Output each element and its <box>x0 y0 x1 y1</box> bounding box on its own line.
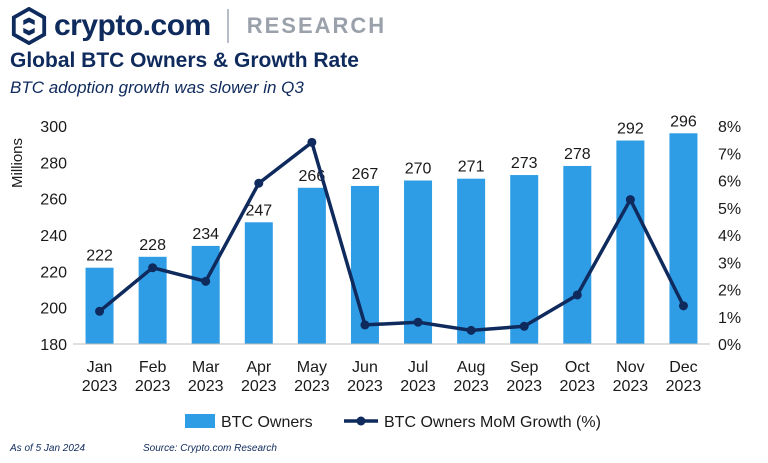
growth-point <box>413 317 423 327</box>
bar-value-label: 266 <box>299 168 326 185</box>
x-tick-label-year: 2023 <box>559 378 595 395</box>
x-tick-label-month: Apr <box>246 359 272 376</box>
bar-value-label: 247 <box>245 202 272 219</box>
crypto-com-logo-icon <box>11 7 47 45</box>
y2-tick-label: 6% <box>718 174 741 191</box>
y-tick-label: 180 <box>40 337 67 354</box>
source-note: Source: Crypto.com Research <box>143 443 277 454</box>
x-tick-label-month: Jan <box>87 359 113 376</box>
legend-line-label: BTC Owners MoM Growth (%) <box>384 414 601 431</box>
growth-point <box>307 137 317 147</box>
header-divider <box>226 9 229 43</box>
x-tick-label-month: Dec <box>669 359 697 376</box>
bar <box>350 185 379 344</box>
bar <box>669 133 698 344</box>
bar-value-label: 296 <box>670 113 697 130</box>
growth-point <box>572 290 582 300</box>
y-tick-label: 300 <box>40 119 67 136</box>
x-tick-label-year: 2023 <box>82 378 118 395</box>
x-tick-label-year: 2023 <box>241 378 277 395</box>
as-of-date: As of 5 Jan 2024 <box>10 443 86 454</box>
bar <box>404 180 433 344</box>
x-tick-label-year: 2023 <box>613 378 649 395</box>
growth-point <box>254 178 264 188</box>
y-tick-label: 240 <box>40 228 67 245</box>
bar <box>616 140 645 344</box>
y2-tick-label: 5% <box>718 201 741 218</box>
x-tick-label-month: May <box>297 359 327 376</box>
growth-point <box>148 263 158 273</box>
y-tick-label: 200 <box>40 301 67 318</box>
bar-value-label: 271 <box>458 159 485 176</box>
x-tick-label-month: Jul <box>408 359 428 376</box>
header: crypto.com RESEARCH <box>10 6 386 46</box>
y-axis-label: Millions <box>9 138 26 188</box>
growth-line <box>98 140 686 333</box>
growth-point <box>625 195 635 205</box>
chart-subtitle: BTC adoption growth was slower in Q3 <box>10 78 304 97</box>
x-tick-label-year: 2023 <box>666 378 702 395</box>
y-tick-label: 220 <box>40 264 67 281</box>
bar-value-label: 270 <box>405 161 432 178</box>
bar <box>510 175 539 344</box>
bar-value-label: 228 <box>139 237 166 254</box>
y2-tick-label: 3% <box>718 255 741 272</box>
x-tick-label-month: Jun <box>352 359 378 376</box>
legend-line-marker <box>356 416 366 426</box>
x-tick-label-year: 2023 <box>453 378 489 395</box>
growth-point <box>95 306 105 316</box>
x-tick-label-month: Mar <box>192 359 220 376</box>
research-label: RESEARCH <box>246 13 387 38</box>
y2-tick-label: 1% <box>718 310 741 327</box>
growth-point <box>201 276 211 286</box>
legend-bar-swatch <box>185 414 215 428</box>
y2-tick-label: 4% <box>718 228 741 245</box>
brand-name: crypto.com <box>54 9 211 42</box>
bar-value-label: 292 <box>617 121 644 138</box>
x-tick-label-year: 2023 <box>506 378 542 395</box>
growth-point <box>360 320 370 330</box>
bar <box>244 222 273 344</box>
x-tick-label-year: 2023 <box>135 378 171 395</box>
x-tick-label-year: 2023 <box>400 378 436 395</box>
bar-value-label: 234 <box>192 226 219 243</box>
chart-title: Global BTC Owners & Growth Rate <box>10 49 359 72</box>
bar <box>297 187 326 344</box>
x-tick-label-year: 2023 <box>188 378 224 395</box>
legend-bar-label: BTC Owners <box>221 414 313 431</box>
x-tick-label-year: 2023 <box>347 378 383 395</box>
y-tick-label: 260 <box>40 192 67 209</box>
bar-value-label: 273 <box>511 155 538 172</box>
x-tick-label-month: Sep <box>510 359 539 376</box>
y-tick-label: 280 <box>40 155 67 172</box>
growth-point <box>519 321 529 331</box>
bar-value-label: 222 <box>86 248 113 265</box>
x-tick-label-month: Aug <box>457 359 485 376</box>
y2-tick-label: 0% <box>718 337 741 354</box>
x-tick-label-month: Oct <box>565 359 590 376</box>
bar <box>457 178 486 344</box>
growth-point <box>466 325 476 335</box>
x-tick-label-year: 2023 <box>294 378 330 395</box>
y2-tick-label: 7% <box>718 146 741 163</box>
x-tick-label-month: Nov <box>616 359 644 376</box>
x-tick-label-month: Feb <box>139 359 167 376</box>
bar-value-label: 267 <box>352 166 379 183</box>
bar-value-label: 278 <box>564 146 591 163</box>
bar <box>85 267 114 344</box>
y2-tick-label: 2% <box>718 283 741 300</box>
growth-point <box>678 301 688 311</box>
bar <box>563 165 592 344</box>
y2-tick-label: 8% <box>718 119 741 136</box>
